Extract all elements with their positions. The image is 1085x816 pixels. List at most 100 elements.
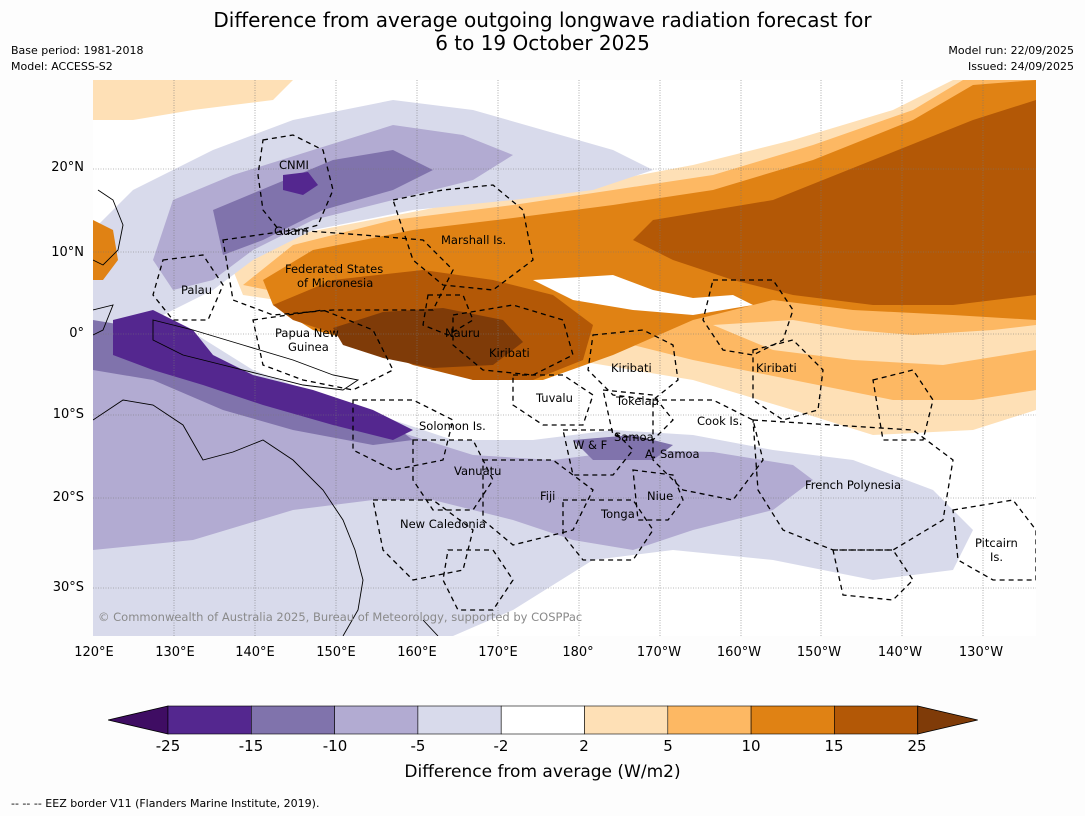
eez-cnmi xyxy=(257,134,334,236)
negative-anomaly-medium-south xyxy=(93,330,813,550)
metadata-left: Base period: 1981-2018 Model: ACCESS-S2 xyxy=(11,43,143,75)
place-label-palau: Palau xyxy=(181,283,212,297)
lon-label-160w: 160°W xyxy=(716,645,762,660)
eez-niue xyxy=(632,469,684,521)
eez-samoa xyxy=(562,429,634,476)
colorbar-extend-low xyxy=(108,705,169,735)
lon-label-140e: 140°E xyxy=(235,645,275,660)
place-label-guam: Guam xyxy=(274,224,309,238)
colorbar-label: Difference from average (W/m2) xyxy=(404,762,681,782)
eez-pitcairn-south xyxy=(832,549,914,601)
lon-label-180: 180° xyxy=(562,645,594,660)
place-label-cook: Cook Is. xyxy=(697,414,743,428)
eez-nz-north xyxy=(442,549,514,611)
lon-label-170e: 170°E xyxy=(478,645,518,660)
place-label-marshall: Marshall Is. xyxy=(441,233,507,247)
place-label-solomon: Solomon Is. xyxy=(419,419,486,433)
place-label-american-samoa: A. Samoa xyxy=(645,447,700,461)
lat-label-30s: 30°S xyxy=(52,580,84,595)
negative-anomaly-strong-north xyxy=(213,150,433,255)
place-label-kiribati-central: Kiribati xyxy=(611,361,652,375)
lon-label-160e: 160°E xyxy=(397,645,437,660)
lat-label-20s: 20°S xyxy=(52,490,84,505)
place-label-tuvalu: Tuvalu xyxy=(536,391,573,405)
positive-anomaly-top-left-light xyxy=(93,80,293,120)
place-label-niue: Niue xyxy=(647,489,674,503)
place-label-kiribati-east: Kiribati xyxy=(756,361,797,375)
eez-cook xyxy=(652,399,764,501)
lon-label-140w: 140°W xyxy=(877,645,923,660)
eez-solomon xyxy=(352,399,454,471)
place-label-fiji: Fiji xyxy=(540,489,556,503)
borneo-coast xyxy=(93,304,114,336)
base-period: Base period: 1981-2018 xyxy=(11,44,144,57)
near-normal-band-2 xyxy=(713,320,1036,365)
lon-label-150e: 150°E xyxy=(316,645,356,660)
lon-label-130w: 130°W xyxy=(958,645,1004,660)
colorbar-tick: -2 xyxy=(493,737,509,755)
eez-vanuatu xyxy=(412,439,494,511)
chart-title-line1: Difference from average outgoing longwav… xyxy=(213,8,872,32)
place-label-french-polynesia: French Polynesia xyxy=(805,478,902,492)
negative-anomaly-light-north xyxy=(93,100,653,330)
lon-label-130e: 130°E xyxy=(155,645,195,660)
model-run: Model run: 22/09/2025 xyxy=(948,44,1074,57)
colorbar-segment xyxy=(251,705,335,735)
new-zealand-coast xyxy=(422,619,439,636)
colorbar-segment xyxy=(750,705,835,735)
colorbar-tick: 5 xyxy=(663,737,673,755)
eez-kiribati-east xyxy=(702,279,794,356)
positive-anomaly-philippines xyxy=(93,220,118,280)
place-label-new-caledonia: New Caledonia xyxy=(400,517,486,531)
colorbar-extend-high xyxy=(917,705,978,735)
negative-anomaly-core-south xyxy=(113,310,413,440)
eez-png xyxy=(252,309,394,391)
place-label-pitcairn-1: Pitcairn xyxy=(975,536,1018,550)
eez-palau xyxy=(152,254,224,321)
colorbar-segment xyxy=(834,705,919,735)
negative-anomaly-core-north xyxy=(283,172,318,195)
place-label-cnmi: CNMI xyxy=(279,158,309,172)
place-label-wallis-futuna: W & F xyxy=(573,438,608,452)
colorbar-tick: 15 xyxy=(824,737,844,755)
coastlines xyxy=(93,189,439,636)
place-label-png-2: Guinea xyxy=(288,340,329,354)
eez-fiji xyxy=(482,459,594,546)
lat-label-20n: 20°N xyxy=(51,160,84,175)
australia-coast xyxy=(93,399,364,636)
eez-footnote: -- -- -- EEZ border V11 (Flanders Marine… xyxy=(11,797,320,810)
colorbar-segment xyxy=(417,705,502,735)
olr-anomaly-map xyxy=(93,80,1036,636)
copyright-notice: © Commonwealth of Australia 2025, Bureau… xyxy=(98,610,583,624)
place-label-fsm-2: of Micronesia xyxy=(297,276,374,290)
eez-marshall xyxy=(392,184,534,291)
place-label-vanuatu: Vanuatu xyxy=(454,464,502,478)
eez-tuvalu xyxy=(512,374,594,426)
colorbar-tick: 10 xyxy=(741,737,761,755)
chart-title-line2: 6 to 19 October 2025 xyxy=(435,31,650,55)
colorbar-tick: -15 xyxy=(238,737,264,755)
colorbar-tick: 25 xyxy=(907,737,927,755)
colorbar-segment xyxy=(334,705,419,735)
colorbar-segments xyxy=(108,705,978,735)
place-label-tonga: Tonga xyxy=(601,507,635,521)
eez-kiribati-west xyxy=(452,304,574,376)
place-label-samoa: Samoa xyxy=(614,430,654,444)
eez-kiribati-central xyxy=(587,329,679,401)
eez-new-caledonia xyxy=(372,499,474,581)
colorbar-segment xyxy=(584,705,669,735)
issued-date: Issued: 24/09/2025 xyxy=(967,60,1074,73)
place-label-fsm-1: Federated States xyxy=(285,262,384,276)
new-guinea-coast xyxy=(152,319,360,391)
negative-anomaly-strong-south-east xyxy=(573,435,673,460)
metadata-right: Model run: 22/09/2025 Issued: 24/09/2025 xyxy=(948,43,1074,75)
lat-label-10n: 10°N xyxy=(51,245,84,260)
positive-anomaly-very-strong-east xyxy=(633,100,1036,305)
colorbar-tick: -10 xyxy=(322,737,348,755)
colorbar-segment xyxy=(167,705,252,735)
place-label-tokelau: Tokelau xyxy=(616,394,659,408)
colorbar xyxy=(108,705,978,735)
eez-fsm xyxy=(222,229,454,316)
model-name: Model: ACCESS-S2 xyxy=(11,60,113,73)
positive-anomaly-extreme xyxy=(333,308,523,368)
